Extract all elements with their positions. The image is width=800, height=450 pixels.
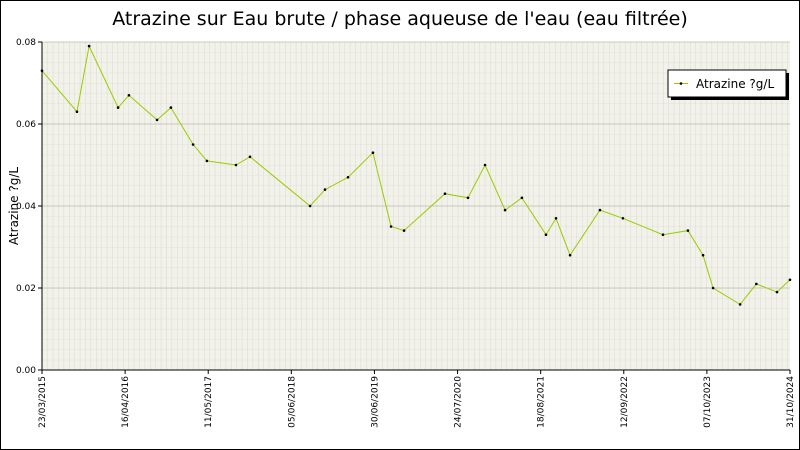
y-tick-label: 0.00 (16, 366, 36, 376)
x-tick-label: 05/06/2018 (287, 376, 297, 428)
x-tick-label: 12/09/2022 (620, 376, 630, 428)
legend-label: Atrazine ?g/L (696, 77, 774, 91)
data-point (483, 163, 487, 167)
data-point (127, 94, 131, 97)
chart-title: Atrazine sur Eau brute / phase aqueuse d… (112, 8, 688, 30)
plot: 0.00 0.02 0.04 0.06 0.08 23/03/2015 16/04/2016… (16, 38, 796, 428)
data-point (788, 278, 792, 282)
legend-marker (679, 82, 683, 85)
y-tick-label: 0.08 (16, 38, 36, 48)
data-point (234, 163, 238, 167)
data-point (520, 196, 524, 200)
data-point (711, 286, 715, 290)
x-tick-label: 23/03/2015 (38, 376, 48, 428)
y-axis-label: Atrazine ?g/L (7, 167, 21, 245)
x-tick-label: 18/08/2021 (537, 376, 547, 428)
x-tick-label: 11/05/2017 (204, 376, 214, 428)
x-tick-label: 24/07/2020 (454, 376, 464, 428)
data-point (87, 44, 91, 48)
y-tick-label: 0.06 (16, 120, 36, 130)
legend: Atrazine ?g/L (667, 69, 789, 100)
data-point (598, 208, 602, 212)
data-point (701, 253, 705, 257)
data-point (205, 159, 209, 163)
data-point (661, 233, 665, 236)
data-point (75, 110, 79, 113)
data-point (686, 229, 690, 232)
data-point (568, 253, 572, 257)
x-tick-label: 31/10/2024 (786, 376, 796, 428)
data-point (191, 143, 195, 146)
data-point (308, 204, 312, 208)
data-point (544, 233, 548, 236)
data-point (155, 118, 159, 122)
data-point (346, 176, 350, 179)
x-tick-label: 30/06/2019 (370, 376, 380, 428)
data-point (389, 225, 393, 228)
data-point (248, 155, 252, 159)
data-point (775, 290, 779, 294)
data-point (169, 106, 173, 109)
data-point (371, 151, 375, 154)
data-point (755, 282, 758, 286)
data-point (503, 208, 507, 212)
data-point (466, 196, 470, 200)
y-tick-label: 0.04 (16, 202, 36, 212)
data-point (738, 303, 742, 306)
data-point (323, 188, 327, 191)
y-tick-label: 0.02 (16, 284, 36, 294)
x-tick-label: 16/04/2016 (121, 376, 131, 428)
x-tick-label: 07/10/2023 (703, 376, 713, 428)
data-point (621, 217, 625, 220)
data-point (40, 69, 44, 72)
data-point (116, 106, 120, 109)
data-point (443, 192, 447, 195)
data-point (402, 229, 406, 232)
data-point (554, 217, 558, 220)
